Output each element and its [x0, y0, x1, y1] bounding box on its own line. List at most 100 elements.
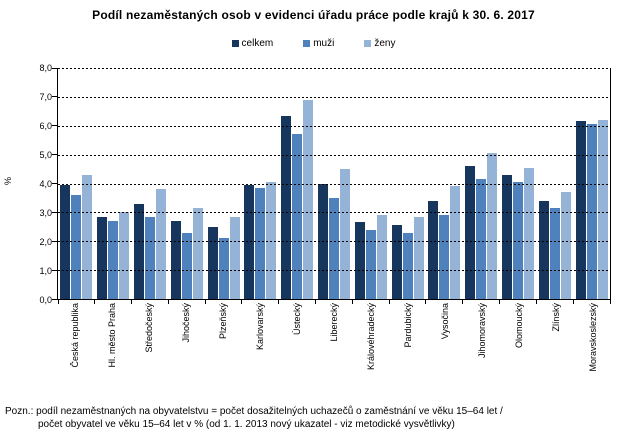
y-tick-label: 8,0 — [39, 63, 52, 73]
bar-celkem — [465, 166, 476, 299]
bar-celkem — [391, 225, 402, 299]
legend: celkem muži ženy — [0, 38, 627, 49]
y-tick-label: 4,0 — [39, 179, 52, 189]
y-axis-tick — [52, 183, 57, 184]
bar-ženy — [303, 99, 314, 299]
y-tick-label: 3,0 — [39, 208, 52, 218]
y-axis-tick — [52, 125, 57, 127]
x-axis-label: Hl. město Praha — [107, 303, 118, 368]
x-label-slot: Česká republika — [57, 303, 94, 368]
bar-ženy — [376, 215, 387, 299]
bar-group-4 — [168, 68, 205, 299]
gridline — [58, 125, 610, 127]
bar-group-10 — [389, 68, 426, 299]
legend-item-muzi: muži — [303, 38, 334, 49]
y-tick-label: 1,0 — [39, 266, 52, 276]
legend-key-celkem-icon — [231, 40, 239, 47]
legend-item-celkem: celkem — [231, 38, 274, 49]
x-label-slot: Zlínský — [537, 303, 574, 332]
bar-muži — [108, 221, 119, 299]
x-label-slot: Karlovarský — [242, 303, 279, 350]
bar-ženy — [229, 216, 240, 299]
x-axis-label: Moravskoslezský — [587, 303, 598, 372]
bar-ženy — [523, 167, 534, 299]
footnote: Pozn.: podíl nezaměstnaných na obyvatels… — [5, 405, 622, 431]
legend-label-celkem: celkem — [241, 38, 274, 49]
x-axis-label: Zlínský — [550, 303, 561, 332]
y-axis-tick — [52, 96, 57, 98]
x-label-slot: Liberecký — [316, 303, 353, 342]
y-axis-tick — [52, 67, 57, 69]
x-axis-label: Karlovarský — [255, 303, 266, 351]
x-axis-tick — [315, 300, 317, 304]
x-axis-tick — [462, 300, 464, 304]
y-tick-label: 2,0 — [39, 237, 52, 247]
x-axis-tick — [425, 300, 427, 304]
bar-group-14 — [536, 68, 573, 299]
x-axis-label: Středočeský — [144, 303, 155, 353]
bar-muži — [255, 187, 266, 299]
x-label-slot: Olomoucký — [500, 303, 537, 348]
bar-celkem — [207, 226, 218, 299]
bar-group-12 — [463, 68, 500, 299]
x-axis-tick — [388, 300, 390, 304]
x-axis-tick — [535, 300, 537, 304]
bar-ženy — [487, 153, 498, 299]
y-axis-tick — [52, 211, 57, 213]
bar-ženy — [119, 212, 130, 299]
bar-ženy — [192, 208, 203, 299]
bar-muži — [365, 229, 376, 299]
y-tick-label: 5,0 — [39, 150, 52, 160]
legend-label-zeny: ženy — [374, 38, 396, 49]
bar-celkem — [428, 200, 439, 299]
legend-item-zeny: ženy — [364, 38, 395, 49]
x-axis-tick — [351, 300, 353, 304]
footnote-line-1: Pozn.: podíl nezaměstnaných na obyvatels… — [5, 406, 503, 417]
x-label-slot: Moravskoslezský — [574, 303, 611, 372]
bar-celkem — [575, 121, 586, 299]
x-axis-tick — [204, 300, 206, 304]
x-axis-tick — [167, 300, 169, 304]
x-label-slot: Jihočeský — [168, 303, 205, 343]
bar-group-5 — [205, 68, 242, 299]
x-axis-label: Plzeňský — [218, 303, 229, 340]
footnote-line-2: počet obyvatel ve věku 15–64 let v % (od… — [38, 419, 455, 430]
x-axis-label: Ústecký — [292, 303, 303, 336]
x-axis-tick — [241, 300, 243, 304]
y-axis-title: % — [3, 176, 14, 186]
gridline — [58, 96, 610, 98]
bar-celkem — [354, 222, 365, 299]
bar-celkem — [97, 216, 108, 299]
plot-area — [52, 67, 611, 304]
bar-celkem — [281, 115, 292, 299]
gridline — [58, 68, 610, 69]
bar-muži — [402, 232, 413, 299]
x-axis-tick — [94, 300, 96, 304]
x-axis-label: Liberecký — [329, 303, 340, 342]
gridline — [58, 212, 610, 214]
bar-muži — [181, 232, 192, 299]
bar-group-7 — [279, 68, 316, 299]
bar-muži — [586, 124, 597, 299]
y-tick-label: 0,0 — [39, 295, 52, 305]
x-axis-tick — [609, 300, 611, 304]
x-label-slot: Královéhradecký — [353, 303, 390, 370]
bar-group-13 — [500, 68, 537, 299]
y-tick-label: 6,0 — [39, 121, 52, 131]
bar-ženy — [560, 192, 571, 299]
bar-muži — [71, 195, 82, 299]
x-axis-tick — [57, 300, 59, 304]
x-label-slot: Středočeský — [131, 303, 168, 353]
bar-muži — [144, 216, 155, 299]
y-tick-label: 7,0 — [39, 92, 52, 102]
gridline — [58, 270, 610, 272]
y-axis-tick — [52, 269, 57, 271]
x-axis-tick — [499, 300, 501, 304]
x-axis-label: Pardubický — [402, 303, 413, 348]
bar-muži — [292, 134, 303, 299]
y-axis-tick — [52, 298, 57, 300]
x-axis-tick — [572, 300, 574, 304]
bar-group-11 — [426, 68, 463, 299]
x-axis-tick — [278, 300, 280, 304]
